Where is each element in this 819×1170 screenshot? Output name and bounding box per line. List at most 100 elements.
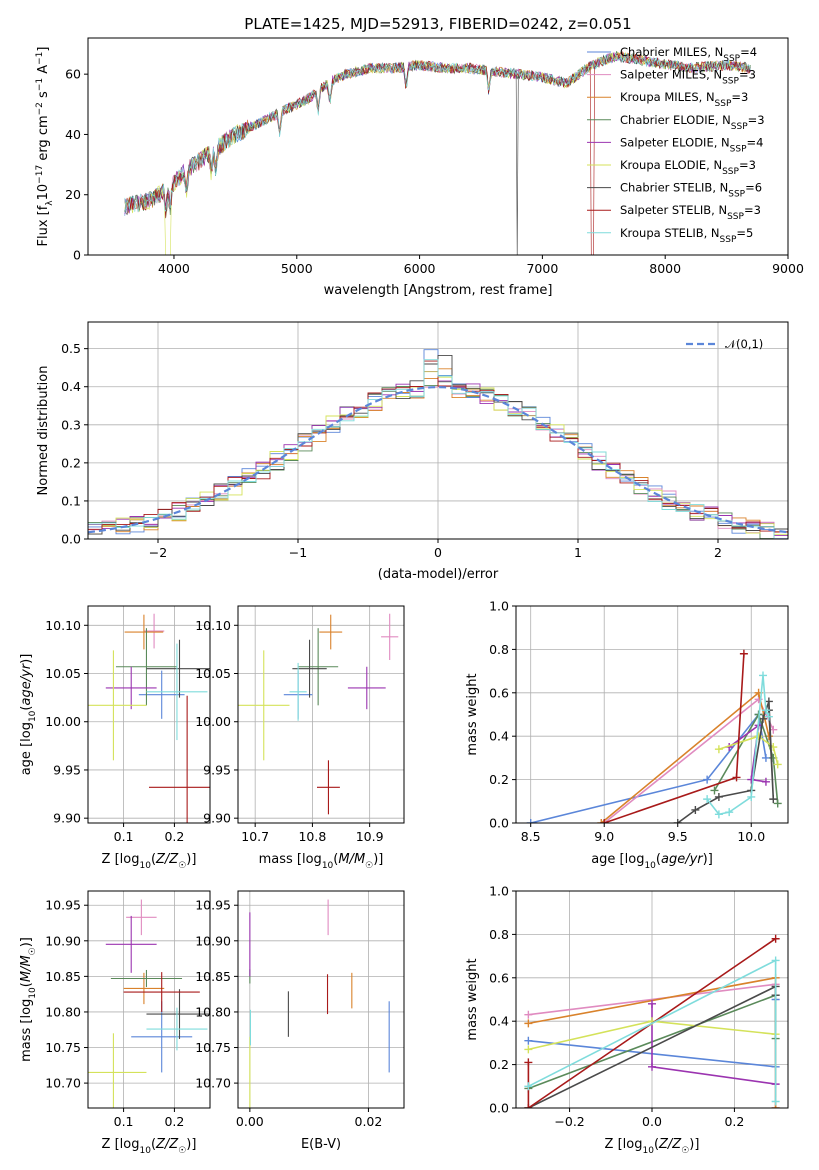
weight-vs-z-panel: −0.2 0.0 0.2 0.0 0.2 0.4 0.6 0.8 1.0 Z [log10(Z/Z… [465, 884, 789, 1156]
weight-marker [759, 671, 768, 680]
y-tick-label: 10.85 [195, 969, 231, 984]
y-tick-label: 20 [65, 187, 81, 202]
x-tick-label: 0.1 [114, 1114, 134, 1129]
axes-frame [87, 890, 211, 1109]
legend-entry: Salpeter STELIB, NSSP=3 [620, 203, 761, 222]
y-tick-label: 10.70 [195, 1076, 231, 1091]
y-tick-label: 60 [65, 67, 81, 82]
y-tick-label: 0.0 [61, 532, 81, 547]
age-vs-mass-panel: 10.7 10.8 10.9 9.90 9.95 10.00 10.05 10.10 mass … [195, 605, 405, 871]
x-axis-label: wavelength [Angstrom, rest frame] [324, 283, 553, 298]
legend-entry: Kroupa MILES, NSSP=3 [620, 90, 748, 109]
weight-marker [691, 805, 700, 814]
weight-line-chabrier-stelib [677, 701, 775, 823]
weight-marker [771, 934, 780, 943]
weight-marker [739, 649, 748, 658]
weight-marker [524, 1082, 533, 1091]
x-tick-label: 9000 [772, 261, 804, 276]
x-tick-label: 0 [434, 545, 442, 560]
y-tick-label: 9.95 [203, 762, 231, 777]
weight-marker [703, 775, 712, 784]
weight-marker [759, 714, 768, 723]
axes-frame [237, 605, 405, 824]
histogram-kroupa-stelib [88, 359, 788, 539]
plot-area [124, 50, 751, 255]
weight-marker [648, 1062, 656, 1071]
x-tick-label: 0.2 [164, 1114, 184, 1129]
y-tick-label: 0.2 [489, 1057, 509, 1072]
x-tick-label: 9.5 [668, 829, 688, 844]
x-axis-label: (data-model)/error [378, 567, 499, 582]
y-tick-label: 0.0 [489, 816, 509, 831]
weight-marker [703, 795, 712, 804]
spectrum-panel: 4000 5000 6000 7000 8000 9000 0 20 40 60 wavelengt… [35, 37, 804, 298]
x-tick-label: 8.5 [521, 829, 541, 844]
y-tick-label: 10.10 [195, 618, 231, 633]
x-tick-label: −2 [149, 545, 167, 560]
weight-marker [732, 773, 741, 782]
weight-marker [773, 799, 782, 808]
spectrum-line-kroupa-elodie [124, 51, 751, 255]
weight-marker [771, 1097, 780, 1106]
y-tick-label: 10.90 [45, 933, 81, 948]
y-tick-label: 1.0 [489, 884, 509, 899]
y-tick-label: 9.90 [53, 811, 81, 826]
weight-marker [725, 808, 734, 817]
residual-panel: −2 −1 0 1 2 0.0 0.1 0.2 0.3 0.4 0.5 𝒩(0,1) (data-mod… [36, 321, 789, 582]
weight-marker [764, 697, 773, 706]
x-tick-label: 0.1 [114, 829, 134, 844]
x-tick-label: 5000 [281, 261, 313, 276]
x-tick-label: 0.0 [642, 1114, 662, 1129]
y-tick-label: 0.0 [489, 1101, 509, 1116]
y-axis-label: Flux [fλ10−17 erg cm−2 s−1 A−1] [35, 47, 55, 247]
x-tick-label: 0.00 [236, 1114, 264, 1129]
weight-marker [747, 775, 756, 784]
y-tick-label: 0.1 [61, 493, 81, 508]
y-tick-label: 10.80 [195, 1004, 231, 1019]
x-tick-label: 10.8 [298, 829, 326, 844]
axes-frame [87, 37, 789, 256]
plot-area [238, 891, 404, 1108]
panels: 4000 5000 6000 7000 8000 90000204060wavelengt… [19, 37, 804, 1156]
x-tick-label: 2 [714, 545, 722, 560]
legend-entry: Salpeter ELODIE, NSSP=4 [620, 135, 763, 154]
weight-marker [747, 792, 756, 801]
y-tick-label: 10.95 [45, 898, 81, 913]
legend: Chabrier MILES, NSSP=4 Salpeter MILES, NS… [587, 45, 765, 245]
weight-marker [524, 1104, 533, 1108]
legend-entry: Chabrier ELODIE, NSSP=3 [620, 113, 765, 132]
weight-marker [754, 732, 763, 741]
x-tick-label: 7000 [526, 261, 558, 276]
y-axis-label: Normed distribution [36, 366, 51, 496]
weight-line-kroupa-elodie [718, 735, 779, 765]
x-axis-label: Z [log10(Z/Z☉)] [102, 852, 197, 871]
weight-marker [524, 1058, 533, 1067]
plot-area [238, 606, 404, 823]
y-tick-label: 0.4 [489, 1014, 509, 1029]
y-tick-label: 0.4 [61, 379, 81, 394]
y-tick-label: 10.80 [45, 1004, 81, 1019]
x-axis-label: Z [log10(Z/Z☉)] [605, 1137, 700, 1156]
figure-title: PLATE=1425, MJD=52913, FIBERID=0242, z=0… [244, 15, 631, 33]
weight-marker [714, 792, 723, 801]
y-tick-label: 10.10 [45, 618, 81, 633]
weight-vs-age-panel: 8.5 9.0 9.5 10.0 0.0 0.2 0.4 0.6 0.8 1.0 age [log1… [465, 599, 789, 871]
y-axis-label: age [log10(age/yr)] [19, 654, 38, 776]
x-tick-label: 1 [574, 545, 582, 560]
x-tick-label: 8000 [649, 261, 681, 276]
weight-line-chabrier-miles [530, 712, 767, 823]
y-tick-label: 1.0 [489, 599, 509, 614]
weight-line-salpeter-miles [603, 698, 775, 823]
x-axis-label: age [log10(age/yr)] [591, 852, 713, 871]
weight-marker [761, 706, 770, 715]
weight-marker [714, 745, 723, 754]
x-tick-label: 4000 [158, 261, 190, 276]
legend-entry: Salpeter MILES, NSSP=3 [620, 68, 756, 87]
y-tick-label: 0.4 [489, 729, 509, 744]
mass-vs-z-panel: 0.1 0.2 10.70 10.75 10.80 10.85 10.90 10.95 Z [l… [19, 890, 211, 1156]
spectrum-line-salpeter-stelib [124, 51, 751, 255]
y-tick-label: 10.75 [45, 1040, 81, 1055]
y-tick-label: 0.2 [61, 455, 81, 470]
y-axis-label: mass weight [465, 673, 480, 755]
axes-frame [515, 605, 789, 824]
